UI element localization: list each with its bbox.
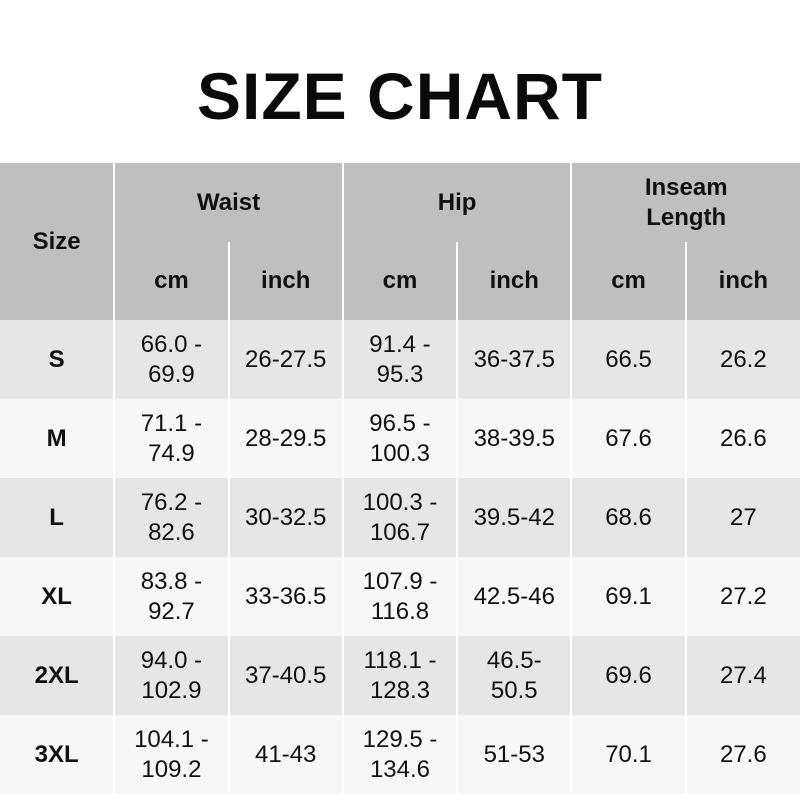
cell-size: M <box>0 399 116 478</box>
page-title: SIZE CHART <box>197 59 603 133</box>
table-row: 3XL 104.1 - 109.2 41-43 129.5 - 134.6 51-53 7… <box>0 715 800 794</box>
header-hip-inch: inch <box>456 242 573 320</box>
header-waist-cm: cm <box>114 242 230 320</box>
cell-size: L <box>0 478 116 557</box>
cell-hip-cm: 107.9 - 116.8 <box>341 557 459 636</box>
cell-waist-in: 28-29.5 <box>227 399 344 478</box>
cell-waist-in: 30-32.5 <box>227 478 344 557</box>
cell-inseam-in: 27.4 <box>684 636 800 715</box>
cell-hip-in: 36-37.5 <box>456 320 573 399</box>
cell-hip-cm: 100.3 - 106.7 <box>341 478 459 557</box>
header-hip: Hip <box>341 163 573 242</box>
cell-inseam-in: 27 <box>684 478 800 557</box>
cell-waist-cm: 76.2 - 82.6 <box>113 478 230 557</box>
cell-inseam-cm: 69.1 <box>570 557 687 636</box>
cell-inseam-cm: 67.6 <box>570 399 687 478</box>
cell-waist-cm: 104.1 - 109.2 <box>113 715 230 794</box>
table-row: S 66.0 - 69.9 26-27.5 91.4 - 95.3 36-37.5 66.… <box>0 320 800 399</box>
cell-hip-cm: 96.5 - 100.3 <box>341 399 459 478</box>
cell-inseam-in: 27.2 <box>684 557 800 636</box>
cell-waist-cm: 71.1 - 74.9 <box>113 399 230 478</box>
header-inseam-inch: inch <box>684 242 800 320</box>
header-waist: Waist <box>113 163 344 242</box>
header-inseam-length: Inseam Length <box>570 163 800 242</box>
table-row: XL 83.8 - 92.7 33-36.5 107.9 - 116.8 42.5-46… <box>0 557 800 636</box>
cell-waist-cm: 66.0 - 69.9 <box>113 320 230 399</box>
cell-size: 3XL <box>0 715 116 794</box>
table-row: 2XL 94.0 - 102.9 37-40.5 118.1 - 128.3 46.5-… <box>0 636 800 715</box>
cell-waist-cm: 94.0 - 102.9 <box>113 636 230 715</box>
header-waist-inch: inch <box>227 242 344 320</box>
cell-size: XL <box>0 557 116 636</box>
cell-inseam-cm: 70.1 <box>570 715 687 794</box>
cell-hip-in: 38-39.5 <box>456 399 573 478</box>
cell-waist-in: 37-40.5 <box>227 636 344 715</box>
cell-hip-in: 39.5-42 <box>456 478 573 557</box>
cell-hip-in: 46.5- 50.5 <box>456 636 573 715</box>
cell-hip-cm: 118.1 - 128.3 <box>341 636 459 715</box>
cell-inseam-cm: 69.6 <box>570 636 687 715</box>
header-inseam-cm: cm <box>570 242 687 320</box>
cell-inseam-cm: 68.6 <box>570 478 687 557</box>
table-row: L 76.2 - 82.6 30-32.5 100.3 - 106.7 39.5-42 6… <box>0 478 800 557</box>
cell-waist-in: 33-36.5 <box>227 557 344 636</box>
cell-size: S <box>0 320 116 399</box>
cell-inseam-in: 27.6 <box>684 715 800 794</box>
cell-hip-cm: 129.5 - 134.6 <box>341 715 459 794</box>
header-hip-cm: cm <box>341 242 459 320</box>
cell-inseam-cm: 66.5 <box>570 320 687 399</box>
header-size: Size <box>0 163 116 320</box>
cell-waist-in: 26-27.5 <box>227 320 344 399</box>
table-row: M 71.1 - 74.9 28-29.5 96.5 - 100.3 38-39.5 67… <box>0 399 800 478</box>
cell-waist-in: 41-43 <box>227 715 344 794</box>
cell-inseam-in: 26.2 <box>684 320 800 399</box>
cell-hip-in: 51-53 <box>456 715 573 794</box>
cell-hip-in: 42.5-46 <box>456 557 573 636</box>
cell-size: 2XL <box>0 636 116 715</box>
cell-waist-cm: 83.8 - 92.7 <box>113 557 230 636</box>
cell-hip-cm: 91.4 - 95.3 <box>341 320 459 399</box>
size-chart-table: Size Waist Hip Inseam Length cm inch cm … <box>0 163 800 794</box>
cell-inseam-in: 26.6 <box>684 399 800 478</box>
